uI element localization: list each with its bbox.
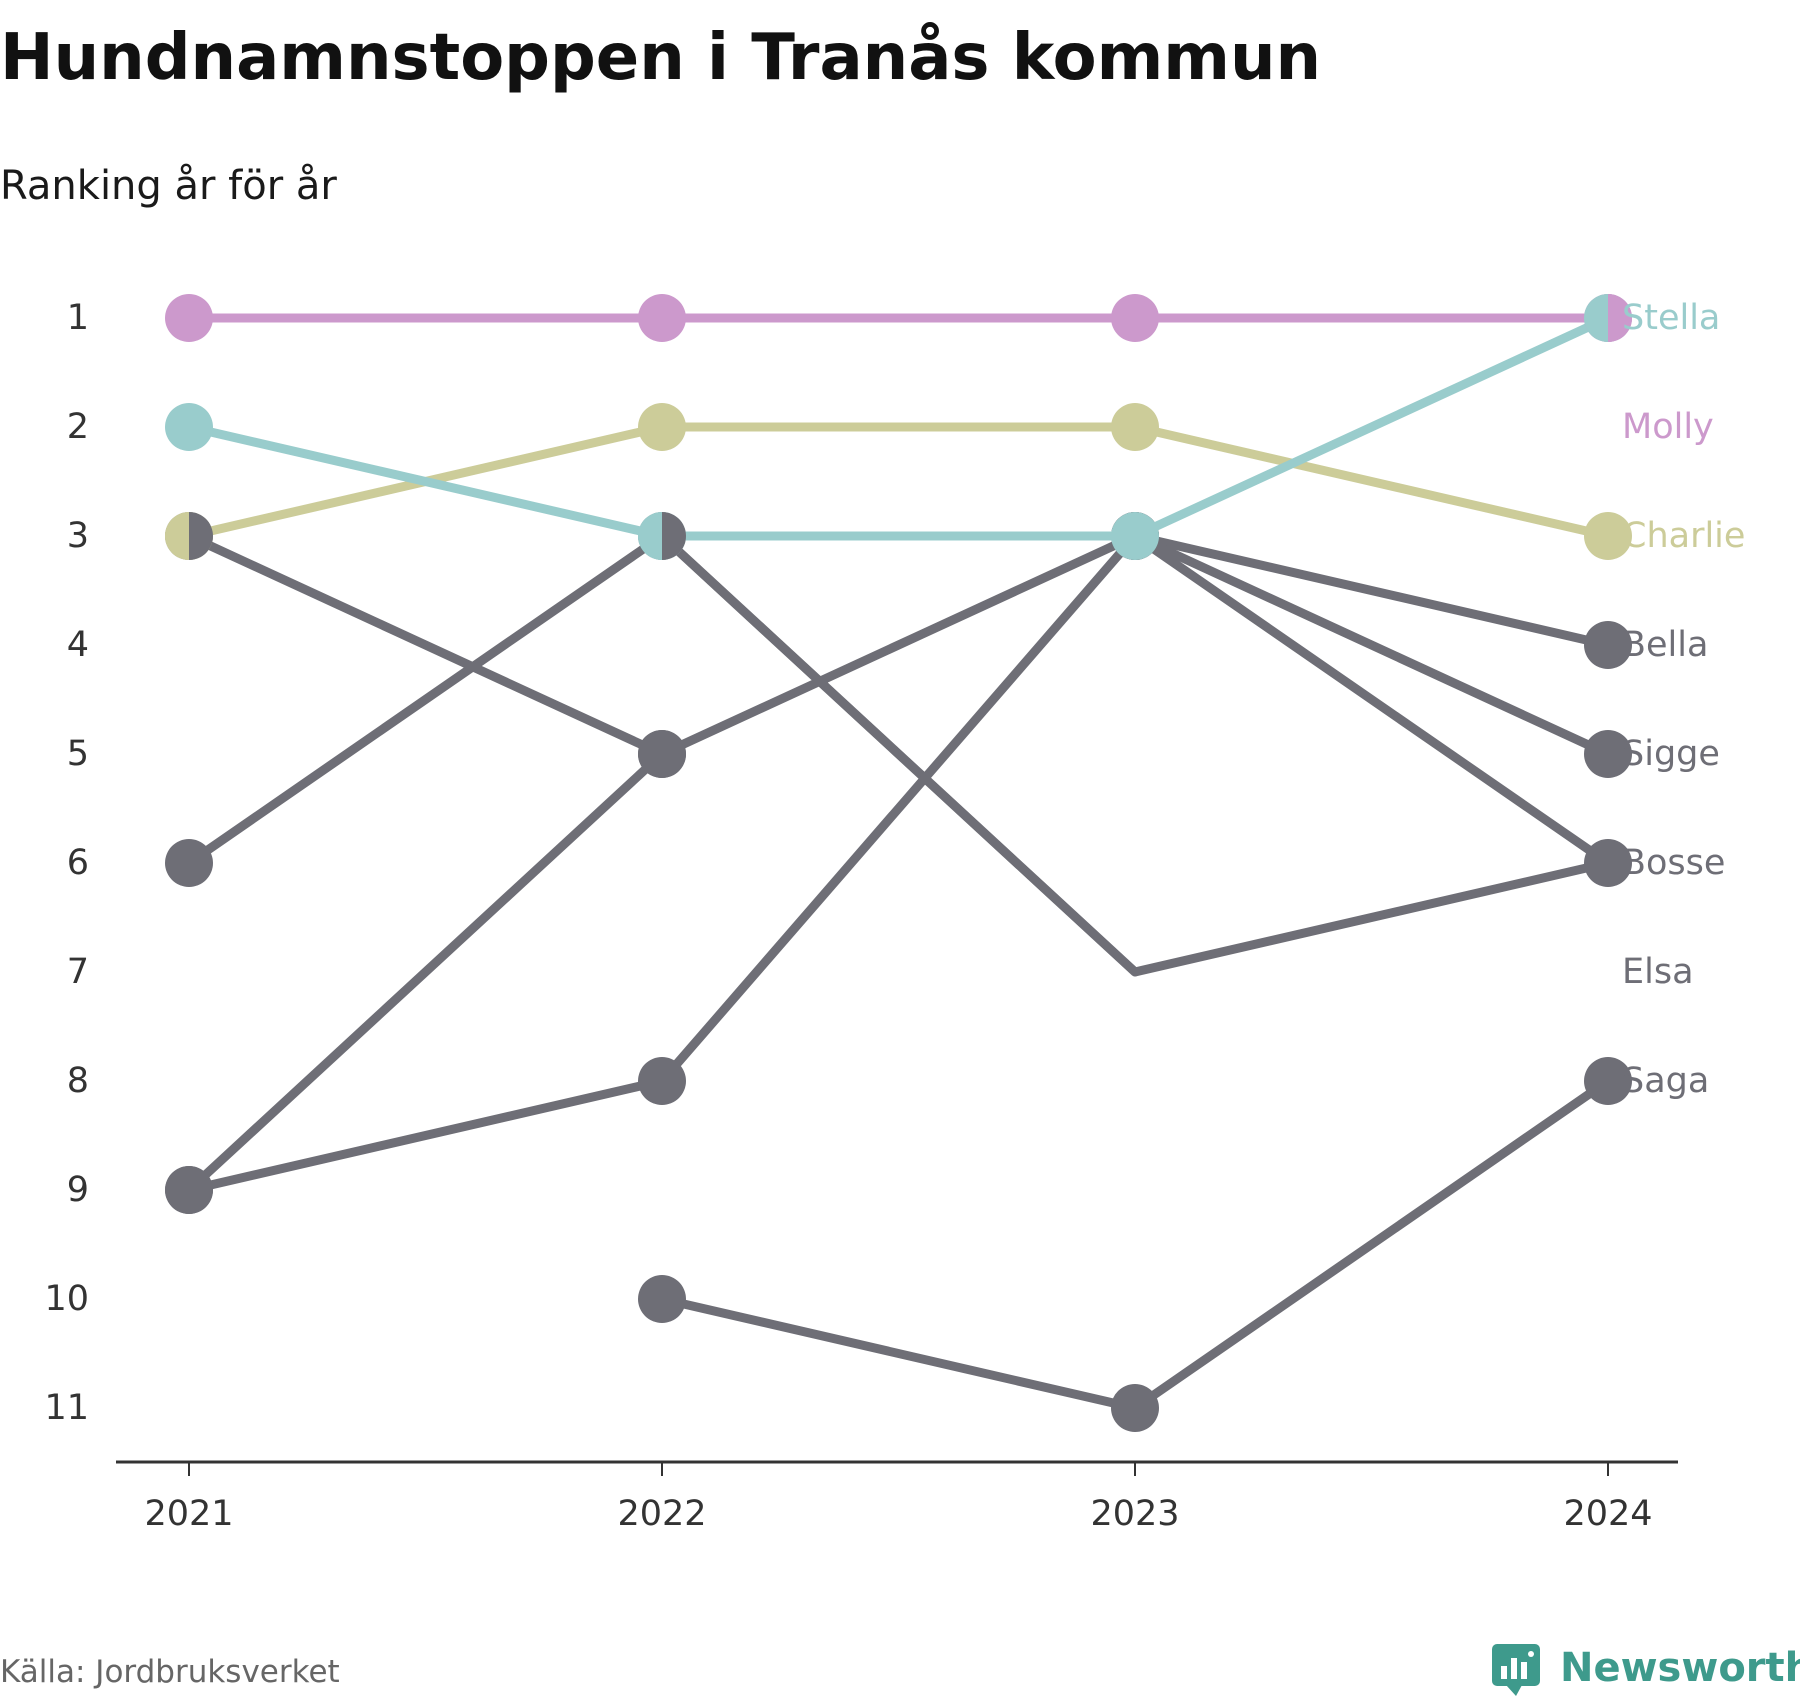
series-point-molly [1608,294,1632,342]
series-point-bella [165,839,213,887]
y-tick-label: 5 [67,734,89,774]
series-point-saga [1111,1384,1159,1432]
y-tick-label: 4 [67,625,89,665]
y-tick-label: 8 [67,1061,89,1101]
x-tick-label: 2023 [1090,1494,1179,1534]
series-point-molly [165,294,213,342]
series-line-charlie [184,422,1613,541]
series-point-bella [1584,621,1632,669]
series-line-segment [657,531,1613,977]
series-label-stella: Stella [1622,298,1720,338]
x-tick-label: 2021 [144,1494,233,1534]
series-line-stella [184,313,1613,541]
series-label-bella: Bella [1622,625,1708,665]
series-point-charlie [165,512,189,560]
series-line-saga [657,1076,1613,1413]
series-point-elsa [638,730,686,778]
source-note: Källa: Jordbruksverket [0,1654,340,1690]
series-point-stella [638,512,662,560]
series-label-elsa: Elsa [1622,952,1694,992]
series-label-sigge: Sigge [1622,734,1720,774]
y-tick-label: 9 [67,1170,89,1210]
series-line-segment [657,531,1140,977]
y-tick-label: 3 [67,516,89,556]
series-line-sigge [184,531,1613,1195]
series-line-bosse [184,531,1613,1195]
series-point-elsa [189,512,213,560]
series-label-charlie: Charlie [1622,516,1745,556]
series-line-elsa [184,531,667,759]
y-tick-label: 10 [44,1279,89,1319]
series-point-molly [638,294,686,342]
series-point-bella [662,512,686,560]
series-point-molly [1111,294,1159,342]
y-tick-label: 11 [44,1388,89,1428]
series-point-saga [638,1275,686,1323]
x-tick-label: 2022 [617,1494,706,1534]
series-label-saga: Saga [1622,1061,1709,1101]
series-point-saga [1584,1057,1632,1105]
brand-name: Newsworthy [1560,1645,1800,1691]
series-point-bosse [1584,839,1632,887]
series-label-bosse: Bosse [1622,843,1725,883]
y-tick-label: 6 [67,843,89,883]
bar-chart-bubble-icon [1492,1644,1540,1696]
series-label-molly: Molly [1622,407,1714,447]
series-point-stella [1584,294,1608,342]
y-tick-label: 2 [67,407,89,447]
y-tick-label: 1 [67,298,89,338]
series-point-bosse [638,1057,686,1105]
bump-chart: 2021 2022 2023 2024 1 2 3 4 5 6 7 8 9 10 11 Bella Sigge B… [44,294,1745,1534]
series-point-charlie [1584,512,1632,560]
series-point-bosse [165,1166,213,1214]
series-point-stella [165,403,213,451]
chart-title: Hundnamnstoppen i Tranås kommun [0,21,1322,95]
series-point-charlie [638,403,686,451]
series-point-sigge [1584,730,1632,778]
x-tick-label: 2024 [1563,1494,1652,1534]
series-point-stella [1111,512,1159,560]
series-point-charlie [1111,403,1159,451]
y-tick-label: 7 [67,952,89,992]
chart-subtitle: Ranking år för år [0,163,337,209]
brand-logo: Newsworthy [1492,1640,1800,1696]
